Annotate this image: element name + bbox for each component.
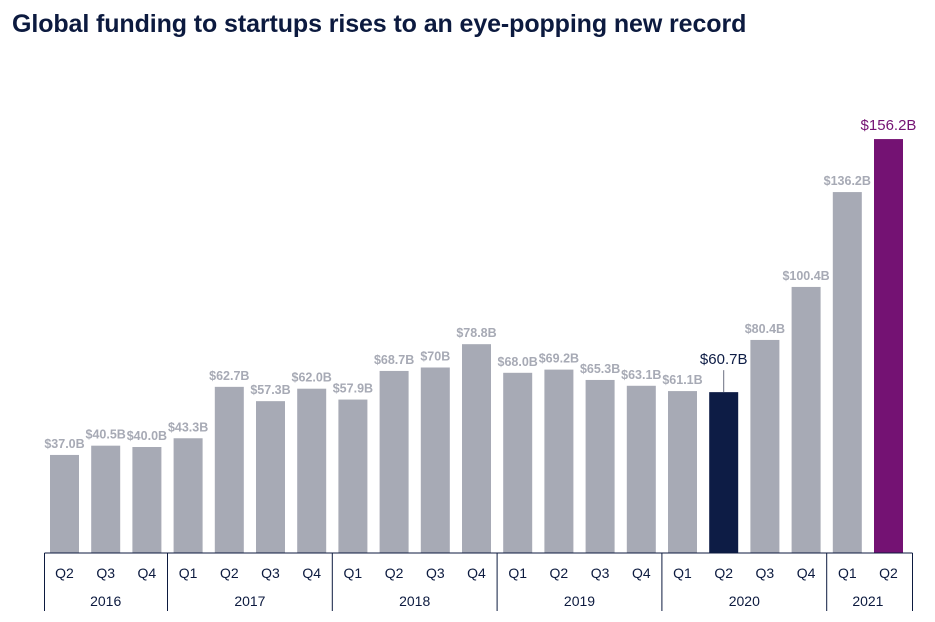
year-label-2018: 2018 xyxy=(399,593,430,609)
quarter-tick-label-0: Q2 xyxy=(55,565,74,581)
bar-value-label-10: $78.8B xyxy=(456,326,496,340)
quarter-tick-label-16: Q2 xyxy=(714,565,733,581)
bar-value-label-11: $68.0B xyxy=(498,355,538,369)
quarter-tick-label-20: Q2 xyxy=(879,565,898,581)
bar-value-label-7: $57.9B xyxy=(333,382,373,396)
bar-14 xyxy=(626,385,656,553)
quarter-tick-label-18: Q4 xyxy=(797,565,816,581)
bar-value-label-1: $40.5B xyxy=(86,428,126,442)
quarter-tick-label-10: Q4 xyxy=(467,565,486,581)
bar-4 xyxy=(214,386,244,553)
quarter-tick-label-6: Q4 xyxy=(302,565,321,581)
bar-17 xyxy=(750,339,780,553)
year-label-2020: 2020 xyxy=(729,593,760,609)
quarter-tick-label-3: Q1 xyxy=(179,565,198,581)
bar-value-label-12: $69.2B xyxy=(539,352,579,366)
quarter-tick-label-1: Q3 xyxy=(96,565,115,581)
year-label-2019: 2019 xyxy=(564,593,595,609)
bar-5 xyxy=(256,401,285,553)
bar-value-label-14: $63.1B xyxy=(621,368,661,382)
quarter-tick-label-13: Q3 xyxy=(591,565,610,581)
bar-16 xyxy=(709,392,739,553)
bar-18 xyxy=(791,286,821,553)
bar-13 xyxy=(585,379,615,553)
quarter-tick-label-11: Q1 xyxy=(508,565,527,581)
quarter-tick-label-7: Q1 xyxy=(344,565,363,581)
bar-value-label-18: $100.4B xyxy=(782,269,829,283)
bar-19 xyxy=(832,192,862,553)
quarter-tick-label-12: Q2 xyxy=(550,565,569,581)
year-label-2016: 2016 xyxy=(90,593,121,609)
bar-7 xyxy=(338,399,368,553)
bar-value-label-17: $80.4B xyxy=(745,322,785,336)
bar-11 xyxy=(503,372,533,553)
bar-1 xyxy=(91,445,121,553)
quarter-tick-label-5: Q3 xyxy=(261,565,280,581)
bar-value-label-16: $60.7B xyxy=(700,351,748,368)
bar-12 xyxy=(544,369,574,553)
bar-10 xyxy=(462,344,491,553)
quarter-tick-label-2: Q4 xyxy=(138,565,157,581)
bar-value-label-13: $65.3B xyxy=(580,362,620,376)
quarter-tick-label-17: Q3 xyxy=(756,565,775,581)
bar-2 xyxy=(132,447,162,553)
bar-value-label-3: $43.3B xyxy=(168,420,208,434)
chart-title: Global funding to startups rises to an e… xyxy=(12,10,747,38)
bar-3 xyxy=(173,438,203,553)
bar-value-label-6: $62.0B xyxy=(292,371,332,385)
bar-20 xyxy=(874,139,903,553)
quarter-tick-label-14: Q4 xyxy=(632,565,651,581)
bar-value-label-2: $40.0B xyxy=(127,429,167,443)
bar-value-label-0: $37.0B xyxy=(44,437,84,451)
bar-value-label-15: $61.1B xyxy=(662,373,702,387)
bar-value-label-8: $68.7B xyxy=(374,353,414,367)
bar-value-label-9: $70B xyxy=(420,350,450,364)
bar-value-label-20: $156.2B xyxy=(861,117,917,134)
quarter-tick-label-8: Q2 xyxy=(385,565,404,581)
quarter-tick-label-4: Q2 xyxy=(220,565,239,581)
bar-8 xyxy=(379,370,409,553)
bar-0 xyxy=(50,454,79,553)
bar-9 xyxy=(420,367,450,553)
quarter-tick-label-15: Q1 xyxy=(673,565,692,581)
bar-value-label-19: $136.2B xyxy=(824,174,871,188)
bar-value-label-5: $57.3B xyxy=(250,383,290,397)
quarter-tick-label-9: Q3 xyxy=(426,565,445,581)
bar-6 xyxy=(297,388,327,553)
bar-value-label-4: $62.7B xyxy=(209,369,249,383)
quarter-tick-label-19: Q1 xyxy=(838,565,857,581)
year-label-2017: 2017 xyxy=(234,593,265,609)
year-label-2021: 2021 xyxy=(852,593,883,609)
bar-15 xyxy=(668,391,697,553)
